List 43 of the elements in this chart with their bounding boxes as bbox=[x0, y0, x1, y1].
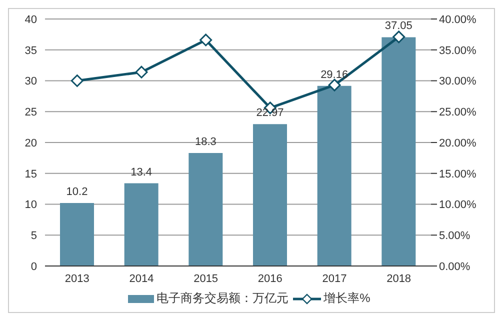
data-label: 18.3 bbox=[194, 136, 216, 148]
legend-label: 增长率% bbox=[324, 290, 370, 307]
y-tick-label: 0 bbox=[30, 260, 37, 273]
y-tick-label: 25 bbox=[24, 106, 37, 119]
data-label: 29.16 bbox=[320, 68, 348, 81]
y-tick-label: 20 bbox=[24, 137, 37, 150]
y2-tick-label: 20.00% bbox=[439, 137, 477, 150]
y2-tick-label: 15.00% bbox=[439, 168, 477, 180]
data-label: 13.4 bbox=[130, 166, 152, 178]
point bbox=[70, 74, 84, 87]
data-label: 37.05 bbox=[384, 20, 412, 32]
y-tick-label: 30 bbox=[24, 76, 37, 88]
point bbox=[200, 34, 212, 46]
x-tick-label: 2015 bbox=[194, 272, 218, 285]
data-label: 22.97 bbox=[256, 107, 284, 120]
x-tick-label: 2014 bbox=[129, 272, 154, 285]
point bbox=[135, 66, 148, 78]
y2-tick-label: 5.00% bbox=[439, 230, 470, 242]
y2-tick-label: 10.00% bbox=[439, 199, 477, 212]
y2-tick-label: 30.00% bbox=[439, 76, 477, 88]
data-label: 10.2 bbox=[66, 186, 88, 198]
bar bbox=[60, 203, 94, 266]
point bbox=[328, 78, 341, 92]
legend-label: 电子商务交易额：万亿元 bbox=[156, 290, 289, 307]
y-tick-label: 10 bbox=[24, 199, 37, 212]
y2-tick-label: 35.00% bbox=[439, 44, 477, 57]
bar bbox=[382, 37, 416, 266]
x-tick-label: 2017 bbox=[322, 272, 347, 285]
x-tick-label: 2016 bbox=[258, 272, 282, 285]
point bbox=[392, 30, 406, 44]
y2-tick-label: 25.00% bbox=[439, 106, 477, 119]
bar bbox=[124, 183, 158, 266]
y-tick-label: 15 bbox=[24, 168, 37, 180]
y2-tick-label: 0.00% bbox=[439, 260, 470, 273]
bar bbox=[253, 124, 287, 266]
x-tick-label: 2018 bbox=[386, 272, 412, 285]
y-tick-label: 35 bbox=[24, 44, 37, 57]
bar bbox=[188, 153, 223, 266]
y-tick-label: 40 bbox=[24, 14, 37, 26]
y-tick-label: 5 bbox=[30, 230, 37, 242]
x-tick-label: 2013 bbox=[64, 272, 90, 285]
y2-tick-label: 40.00% bbox=[439, 14, 477, 26]
bar bbox=[317, 86, 352, 266]
